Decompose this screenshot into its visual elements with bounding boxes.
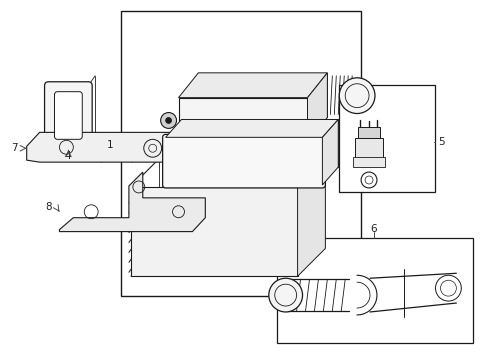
Text: 3: 3 [295, 162, 302, 172]
Text: 1: 1 [106, 140, 113, 150]
Text: 6: 6 [370, 224, 377, 234]
Circle shape [339, 78, 374, 113]
Circle shape [165, 117, 171, 123]
Bar [121, 11, 360, 296]
Circle shape [161, 113, 176, 129]
Bar [276, 238, 472, 343]
Text: 4: 4 [64, 151, 71, 161]
Text: 7: 7 [11, 143, 18, 153]
Bar [352, 157, 384, 167]
Bar [354, 138, 382, 158]
Polygon shape [131, 187, 297, 276]
Polygon shape [178, 73, 326, 98]
Circle shape [268, 278, 302, 312]
FancyBboxPatch shape [54, 92, 82, 139]
Text: 2: 2 [197, 108, 203, 117]
Polygon shape [60, 172, 205, 231]
Bar [339, 85, 434, 192]
Polygon shape [165, 120, 338, 137]
Bar [357, 127, 379, 138]
Polygon shape [297, 159, 325, 276]
FancyBboxPatch shape [44, 82, 92, 149]
Polygon shape [307, 73, 326, 142]
Bar [181, 120, 338, 167]
Bar [198, 73, 326, 117]
Polygon shape [322, 120, 338, 185]
Polygon shape [141, 240, 317, 268]
Text: 5: 5 [438, 137, 444, 147]
Polygon shape [27, 132, 185, 162]
FancyBboxPatch shape [163, 134, 325, 188]
Bar [178, 98, 307, 142]
Text: 8: 8 [45, 202, 51, 212]
